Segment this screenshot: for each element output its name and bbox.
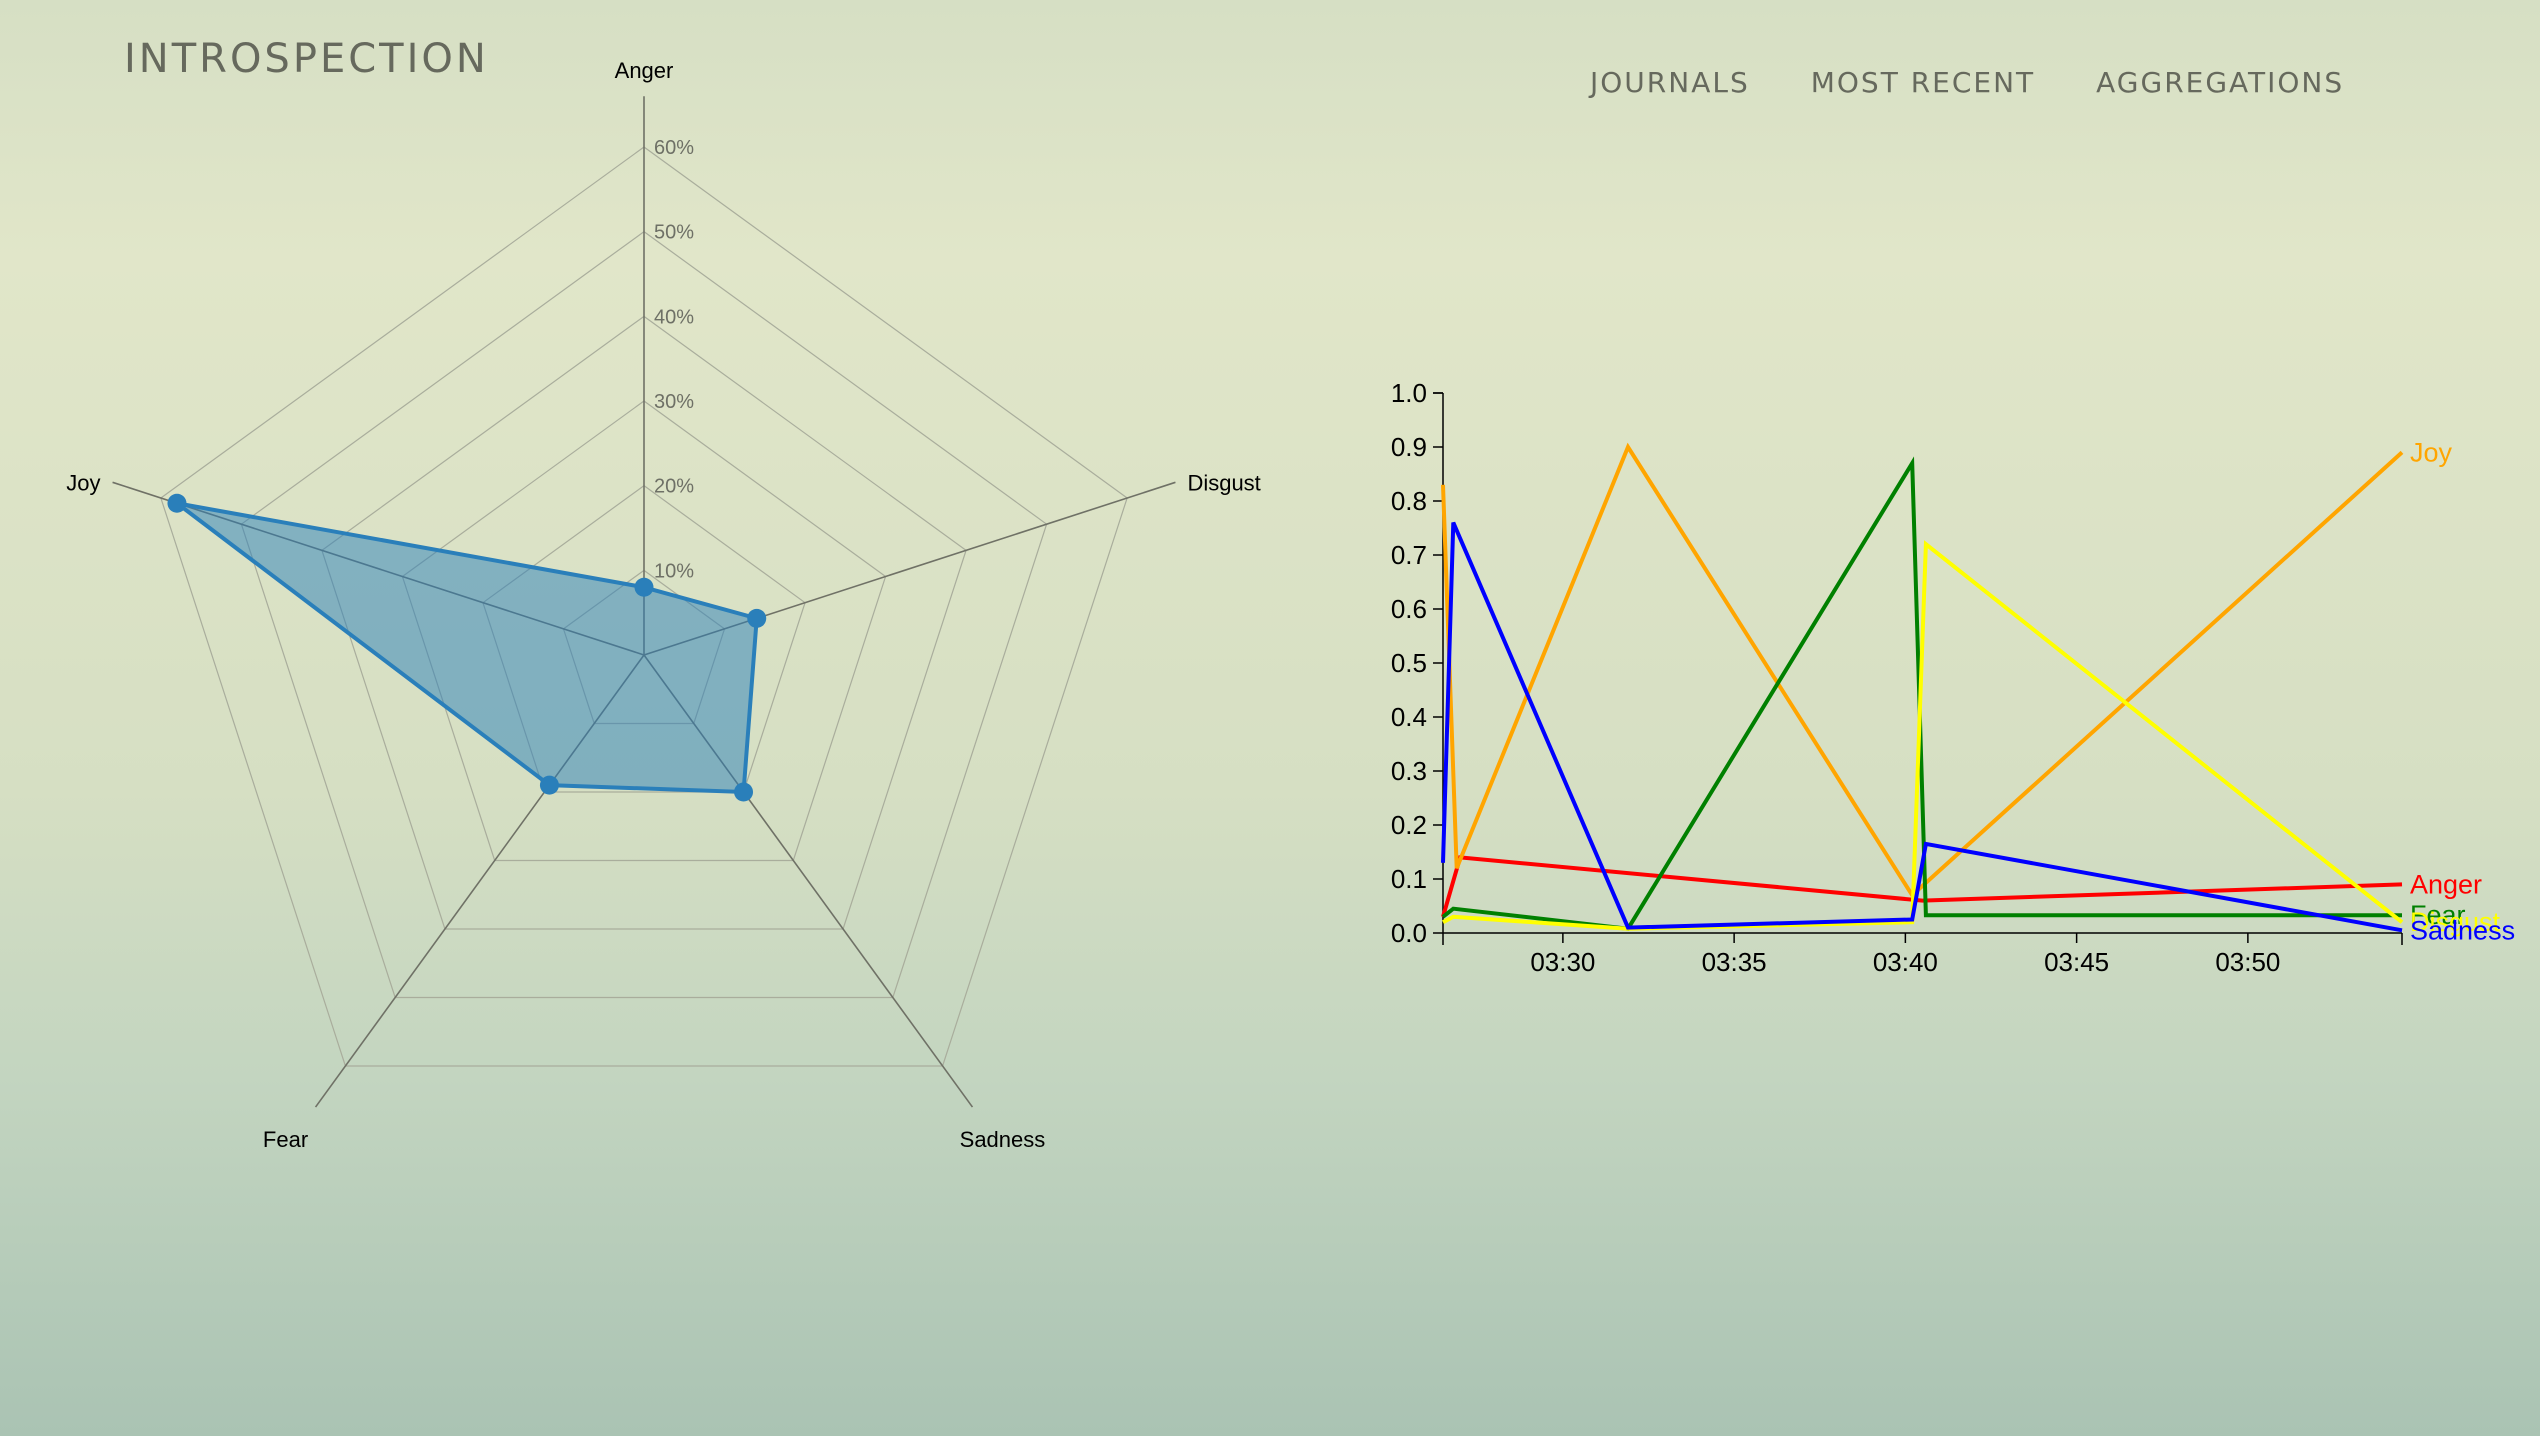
radar-axis-label: Fear [263,1127,308,1152]
app-title[interactable]: INTROSPECTION [124,36,489,82]
series-line-disgust [1442,540,2404,931]
top-nav: JOURNALS MOST RECENT AGGREGATIONS [1590,66,2405,99]
series-line-anger [1441,855,2403,918]
y-tick-label: 0.5 [1391,648,1427,678]
radar-grid-ring [401,400,887,862]
radar-grid-ring [240,230,1048,999]
y-tick-label: 0.4 [1391,702,1427,732]
series-label-sadness: Sadness [2410,915,2515,945]
series-line-fear [1441,456,2402,931]
radar-data-point [634,577,654,597]
series-line-sadness [1441,521,2403,933]
x-tick-label: 03:30 [1530,947,1595,977]
x-tick-label: 03:50 [2215,947,2280,977]
x-tick-label: 03:45 [2044,947,2109,977]
radar-data-point [539,775,559,795]
nav-journals[interactable]: JOURNALS [1590,66,1750,99]
radar-chart: 10% 20% 30% 40% 50% 60% Anger Disgust Sadness Fea… [66,58,1261,1152]
radar-level-label: 30% [654,391,694,413]
nav-most-recent[interactable]: MOST RECENT [1810,66,2036,99]
radar-level-label: 20% [654,476,694,498]
radar-data-area [175,501,759,795]
radar-axis-label: Anger [615,58,674,83]
y-tick-label: 0.0 [1391,918,1427,948]
radar-axis-label: Disgust [1187,470,1260,495]
radar-level-label: 50% [654,222,694,244]
radar-axis-label: Joy [66,470,100,495]
y-tick-label: 0.9 [1391,432,1427,462]
radar-grid-ring [321,315,967,930]
radar-data-point [167,493,187,513]
y-tick-label: 0.2 [1391,810,1427,840]
x-tick-label: 03:35 [1702,947,1767,977]
radar-level-label: 40% [654,306,694,328]
series-label-joy: Joy [2410,437,2453,467]
y-tick-label: 0.3 [1391,756,1427,786]
nav-aggregations[interactable]: AGGREGATIONS [2096,66,2345,99]
y-tick-label: 1.0 [1391,378,1427,408]
series-line-joy [1441,442,2404,899]
radar-level-label: 60% [654,137,694,159]
y-tick-label: 0.8 [1391,486,1427,516]
y-tick-label: 0.6 [1391,594,1427,624]
x-tick-label: 03:40 [1873,947,1938,977]
series-label-anger: Anger [2410,869,2482,899]
series-label-disgust: Disgust [2410,907,2501,937]
y-tick-label: 0.7 [1391,540,1427,570]
radar-grid-ring [160,146,1128,1067]
series-label-fear: Fear [2410,900,2466,930]
radar-axis-label: Sadness [960,1127,1046,1152]
radar-data-point [734,782,754,802]
radar-data-point [747,608,767,628]
radar-level-label: 10% [654,560,694,582]
y-tick-label: 0.1 [1391,864,1427,894]
